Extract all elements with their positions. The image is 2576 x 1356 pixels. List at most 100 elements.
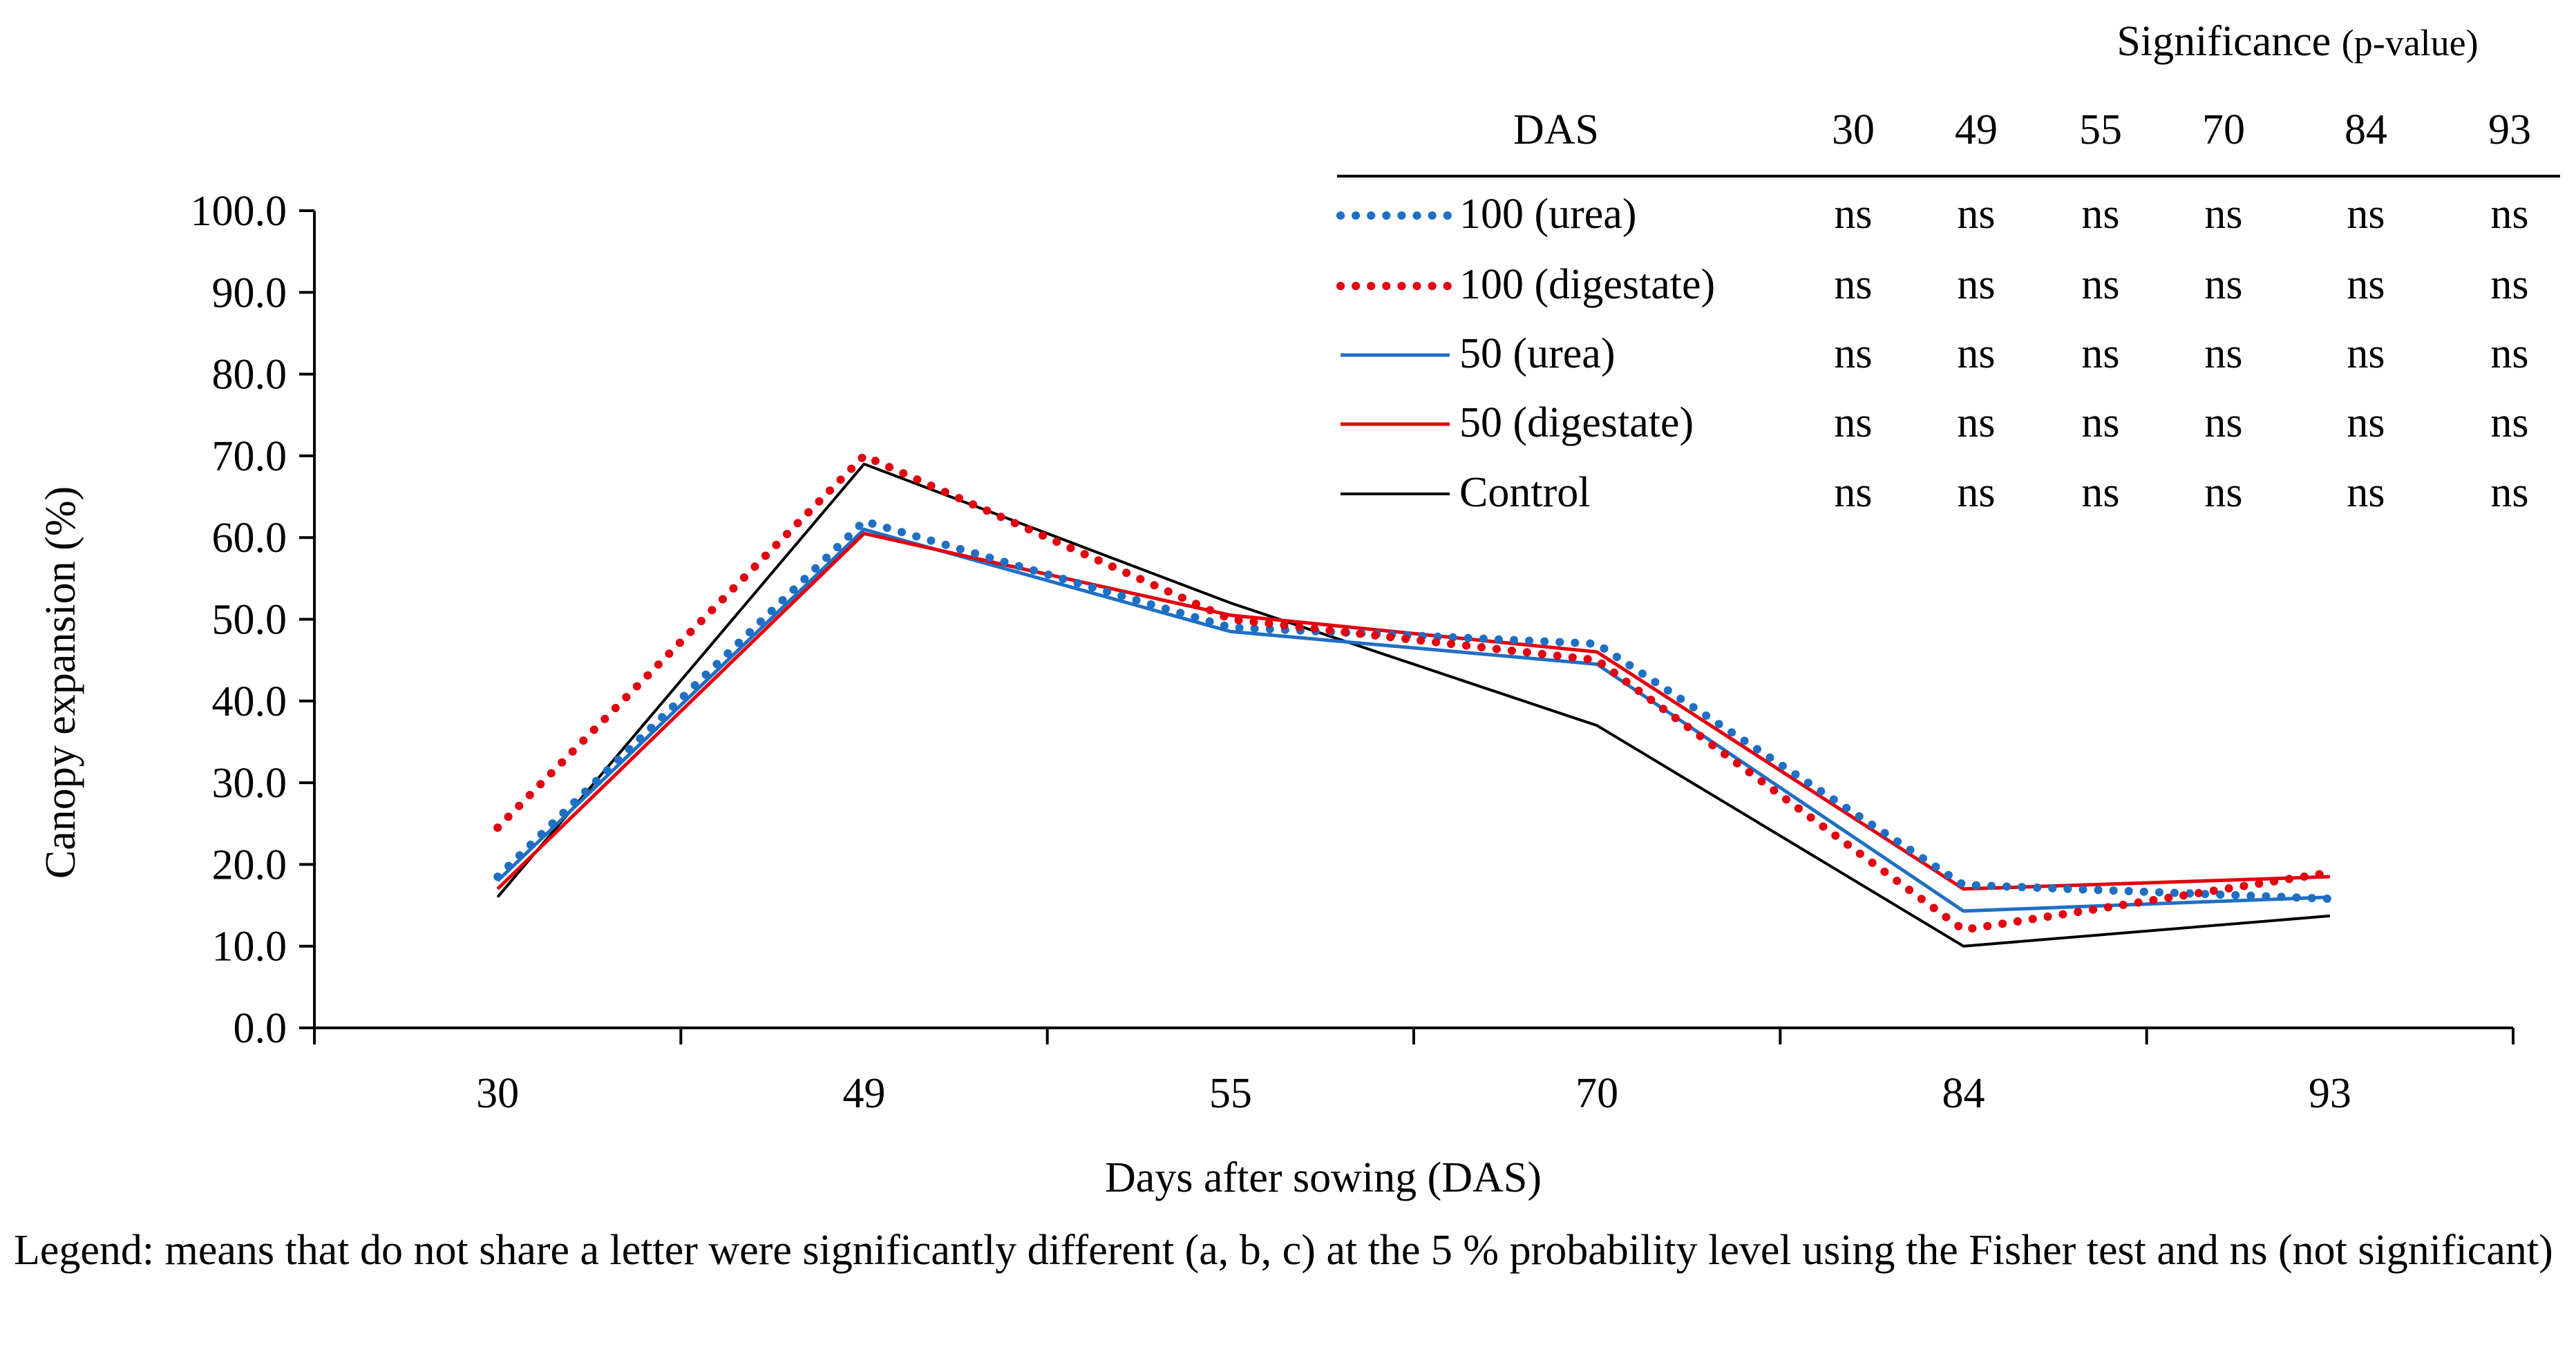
legend-row-50-urea: 50 (urea) ns ns ns ns ns ns [1341,330,2529,377]
x-tick-label: 49 [843,1070,886,1117]
x-tick-label: 55 [1209,1070,1252,1117]
significance-value: ns [2490,261,2528,308]
significance-value: ns [2204,469,2242,516]
significance-value: ns [1957,399,1995,446]
data-point-100-urea [1230,627,1231,628]
chart-axes [313,211,2513,1029]
significance-value: ns [2204,330,2242,377]
significance-value: ns [1834,191,1872,238]
data-point-100-digestate [1596,660,1598,661]
y-tick-label: 40.0 [212,678,287,725]
legend-label: Control [1459,469,1590,516]
data-point-100-urea [497,876,498,877]
data-point-50-digestate [497,888,498,890]
data-point-100-digestate [2329,872,2331,873]
series-layer [493,451,2334,948]
figure-caption: Legend: means that do not share a letter… [14,1227,2553,1274]
series-line-100-digestate [493,451,2334,935]
series-100-urea [493,517,2334,904]
significance-value: ns [2347,399,2385,446]
y-axis-ticks: 0.0 10.0 20.0 30.0 40.0 50.0 60.0 70.0 80.0 90.0 1… [191,188,314,1052]
y-tick-label: 20.0 [212,841,287,888]
significance-value: ns [1834,399,1872,446]
data-point-control [1963,946,1964,947]
data-point-100-digestate [1230,619,1231,620]
significance-title: Significance (p-value) [2116,18,2478,65]
data-point-50-digestate [1230,615,1231,616]
y-axis-label: Canopy expansion (%) [37,486,84,879]
y-tick-label: 60.0 [212,515,287,562]
series-50-digestate [496,531,2331,891]
significance-value: ns [2204,261,2242,308]
data-point-50-urea [864,528,865,530]
significance-value: ns [1834,330,1872,377]
table-column-header: 70 [2202,106,2245,153]
data-point-50-digestate [864,533,865,534]
significance-value: ns [2347,191,2385,238]
legend-row-100-digestate: 100 (digestate) ns ns ns ns ns ns [1336,261,2529,308]
data-point-100-urea [864,521,865,522]
significance-value: ns [2204,191,2242,238]
legend-label: 50 (digestate) [1459,399,1694,446]
significance-value: ns [2347,469,2385,516]
table-column-headers: 30 49 55 70 84 93 [1832,106,2531,153]
data-point-50-urea [1596,664,1598,665]
series-control [496,462,2331,948]
x-axis-ticks: 30 49 55 70 84 93 [313,1028,2515,1117]
significance-value: ns [2490,330,2528,377]
table-column-header: 55 [2079,106,2122,153]
significance-value: ns [2081,191,2119,238]
significance-value: ns [2490,191,2528,238]
legend-label: 50 (urea) [1459,330,1615,377]
series-line-50-digestate [496,531,2330,891]
x-tick-label: 70 [1575,1070,1618,1117]
data-point-100-urea [1963,884,1964,886]
legend-table: 100 (urea) ns ns ns ns ns ns 100 (digestate) ns n… [1336,191,2529,516]
significance-value: ns [2081,330,2119,377]
significance-value: ns [2081,399,2119,446]
significance-value: ns [1834,469,1872,516]
data-point-100-digestate [1963,929,1964,930]
significance-value: ns [2081,261,2119,308]
y-tick-label: 80.0 [212,352,287,399]
table-column-header: 93 [2488,106,2531,153]
table-column-header: 49 [1955,106,1998,153]
y-tick-label: 10.0 [212,924,287,971]
significance-value: ns [1957,261,1995,308]
significance-value: ns [1834,261,1872,308]
significance-value: ns [2347,330,2385,377]
y-tick-label: 0.0 [234,1005,287,1052]
data-point-control [1230,602,1231,604]
data-point-control [497,897,498,898]
data-point-50-digestate [2329,876,2331,877]
significance-value: ns [2347,261,2385,308]
data-point-100-digestate [864,455,865,457]
series-100-digestate [493,451,2334,935]
series-line-50-urea [496,527,2330,913]
significance-value: ns [2204,399,2242,446]
data-point-control [864,464,865,465]
data-point-100-urea [2329,898,2331,899]
x-tick-label: 93 [2309,1070,2351,1117]
legend-row-100-urea: 100 (urea) ns ns ns ns ns ns [1336,191,2529,238]
legend-row-50-digestate: 50 (digestate) ns ns ns ns ns ns [1341,399,2529,446]
y-tick-label: 30.0 [212,760,287,807]
data-point-100-digestate [497,827,498,828]
table-column-header: 84 [2345,106,2387,153]
data-point-50-digestate [1596,651,1598,653]
x-tick-label: 30 [476,1070,519,1117]
y-tick-label: 100.0 [191,188,287,235]
data-point-50-digestate [1963,888,1964,890]
legend-label: 100 (urea) [1459,191,1636,238]
data-point-100-urea [1596,643,1598,644]
data-point-50-urea [1230,631,1231,632]
data-point-control [1596,725,1598,726]
legend-row-control: Control ns ns ns ns ns ns [1341,469,2529,516]
data-point-50-urea [1963,910,1964,912]
significance-value: ns [1957,330,1995,377]
data-point-control [2329,915,2331,917]
series-50-urea [496,527,2330,913]
significance-value: ns [2081,469,2119,516]
x-axis-label: Days after sowing (DAS) [1105,1154,1542,1201]
series-line-100-urea [493,517,2334,904]
